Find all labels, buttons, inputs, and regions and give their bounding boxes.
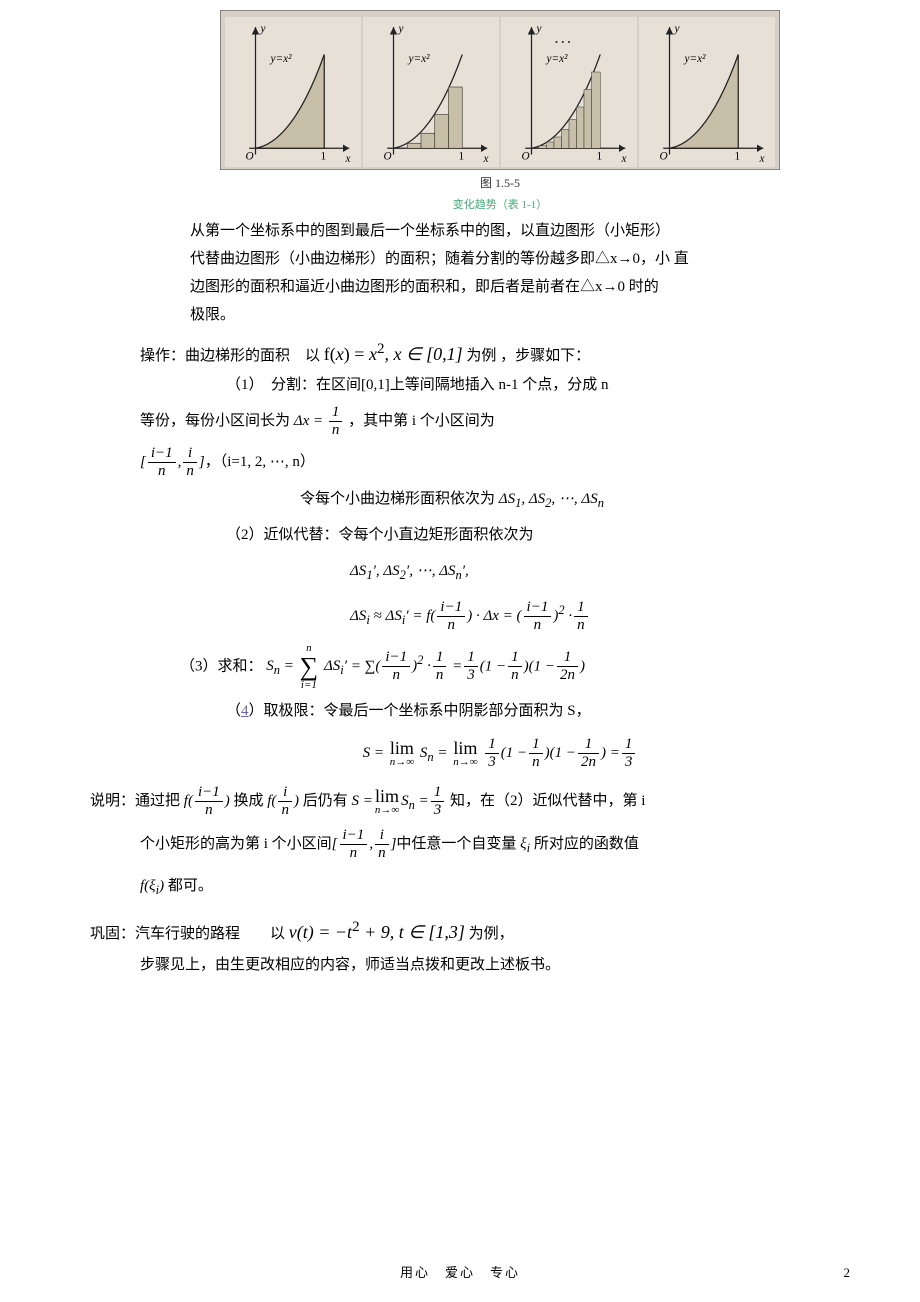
step1-line2: 等份，每份小区间长为 Δx = 1n ，其中第 i 个小区间为 — [140, 405, 860, 438]
consolidate-line1: 巩固：汽车行驶的路程 以 v(t) = −t2 + 9, t ∈ [1,3] 为… — [90, 915, 860, 947]
intro-line2: 代替曲边图形（小曲边梯形）的面积；随着分割的等份越多即△x→0，小 直 — [190, 247, 860, 271]
svg-text:y=x²: y=x² — [408, 53, 431, 65]
intro-line1: 从第一个坐标系中的图到最后一个坐标系中的图，以直边图形（小矩形） — [190, 219, 860, 243]
explain-line1: 说明：通过把 f(i−1n) 换成 f(in) 后仍有 S =limn→∞Sn … — [90, 785, 860, 820]
step1-ds: ΔS1, ΔS2, ⋯, ΔSn — [499, 491, 604, 507]
step1-num: （1） — [226, 377, 256, 393]
step1-title: 分割：在区间[0,1]上等间隔地插入 n-1 个点，分成 n — [271, 377, 609, 393]
step1-line1: （1） 分割：在区间[0,1]上等间隔地插入 n-1 个点，分成 n — [226, 373, 860, 397]
intro-line4: 极限。 — [190, 303, 860, 327]
consolidate-label: 巩固： — [90, 926, 135, 942]
step2-seq: ΔS1′, ΔS2′, ⋯, ΔSn′, — [350, 555, 860, 590]
step1-dx: Δx = — [294, 413, 323, 429]
operate-fx: f(x) = x2 — [324, 344, 385, 364]
step1-l2a: 等份，每份小区间长为 — [140, 413, 290, 429]
subplot-3: O 1 x y y=x² — [501, 17, 637, 167]
svg-text:x: x — [621, 153, 627, 165]
explain-line3: f(ξi) 都可。 — [140, 870, 860, 905]
explain-label: 说明： — [90, 793, 135, 809]
svg-text:y=x²: y=x² — [684, 53, 707, 65]
figure-1-5-5: O 1 x y y=x² O 1 x y y=x² — [220, 10, 780, 170]
svg-text:1: 1 — [597, 151, 603, 163]
step4-formula: S = limn→∞ Sn = limn→∞ 13(1 −1n)(1 −12n)… — [140, 737, 860, 772]
step4-label: （4）取极限：令最后一个坐标系中阴影部分面积为 S， — [226, 699, 860, 723]
step3-label: （3）求和： — [180, 658, 263, 674]
svg-text:O: O — [660, 151, 668, 163]
step2-label: （2）近似代替：令每个小直边矩形面积依次为 — [226, 523, 860, 547]
svg-text:y: y — [674, 23, 680, 35]
subplot-1: O 1 x y y=x² — [225, 17, 361, 167]
svg-text:1: 1 — [459, 151, 465, 163]
step1-l2b: ，其中第 i 个小区间为 — [348, 413, 495, 429]
svg-text:O: O — [384, 151, 392, 163]
svg-text:O: O — [246, 151, 254, 163]
step1-l3b: ，（i=1, 2, ⋯, n） — [205, 454, 315, 470]
consolidate-vt: v(t) = −t2 + 9, t ∈ [1,3] — [289, 922, 465, 942]
subplot-4: O 1 x y y=x² — [639, 17, 775, 167]
page-number: 2 — [844, 1263, 851, 1284]
svg-text:y: y — [536, 23, 542, 35]
svg-text:x: x — [345, 153, 351, 165]
operate-b: 为例 ，步骤如下： — [463, 348, 591, 364]
step2-approx: ΔSi ≈ ΔSi′ = f(i−1n) · Δx = (i−1n)2 ·1n — [350, 597, 860, 635]
frac-i1-n-a: i−1n — [148, 446, 176, 479]
lim-1: limn→∞ — [390, 739, 414, 768]
sum-symbol: n∑i=1 — [300, 643, 319, 691]
operate-line: 操作：曲边梯形的面积 以 f(x) = x2, x ∈ [0,1] 为例 ，步骤… — [140, 337, 860, 369]
svg-text:x: x — [483, 153, 489, 165]
operate-domain: , x ∈ [0,1] — [384, 344, 462, 364]
figure-caption: 图 1.5-5 — [140, 174, 860, 193]
svg-text:y=x²: y=x² — [546, 53, 569, 65]
step4-marker: 4 — [241, 703, 249, 719]
footer: 用心 爱心 专心 — [0, 1263, 920, 1284]
operate-a: 曲边梯形的面积 以 — [185, 348, 324, 364]
consolidate-line2: 步骤见上，由生更改相应的内容，师适当点拨和更改上述板书。 — [140, 953, 860, 977]
frac-i-n-a: in — [183, 446, 197, 479]
svg-text:y=x²: y=x² — [270, 53, 293, 65]
svg-text:y: y — [260, 23, 266, 35]
step3-line: （3）求和： Sn = n∑i=1 ΔSi′ = ∑(i−1n)2 ·1n =1… — [180, 643, 860, 691]
svg-text:x: x — [759, 153, 765, 165]
svg-text:1: 1 — [321, 151, 327, 163]
step1-line4: 令每个小曲边梯形面积依次为 ΔS1, ΔS2, ⋯, ΔSn — [300, 487, 860, 513]
svg-text:1: 1 — [735, 151, 741, 163]
svg-text:O: O — [522, 151, 530, 163]
scribble-text: 变化趋势（表 1-1） — [140, 197, 860, 215]
step1-line3: [i−1n,in]，（i=1, 2, ⋯, n） — [140, 446, 860, 479]
intro-line3: 边图形的面积和逼近小曲边图形的面积和，即后者是前者在△x→0 时的 — [190, 275, 860, 299]
operate-label: 操作： — [140, 348, 185, 364]
lim-2: limn→∞ — [453, 739, 477, 768]
subplot-2: O 1 x y y=x² — [363, 17, 499, 167]
svg-text:y: y — [398, 23, 404, 35]
explain-line2: 个小矩形的高为第 i 个小区间[i−1n,in]中任意一个自变量 ξi 所对应的… — [140, 828, 860, 863]
frac-1-n: 1n — [329, 405, 343, 438]
